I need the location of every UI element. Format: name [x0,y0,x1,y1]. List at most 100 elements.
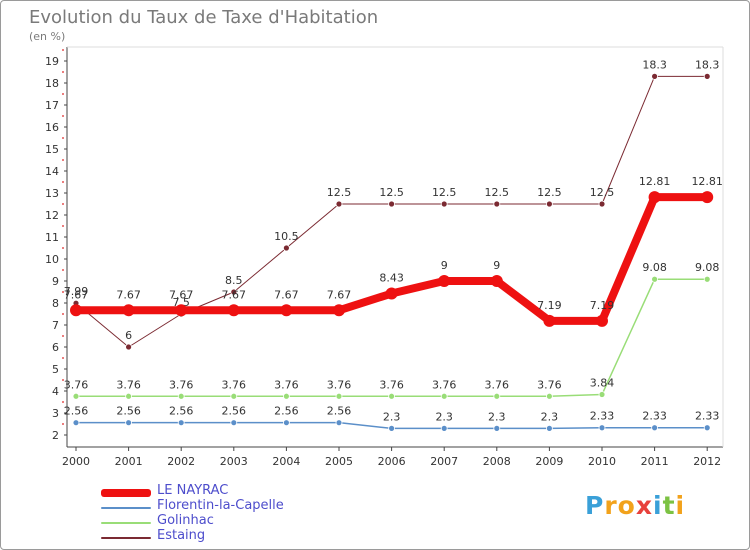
data-label-florentin-la-capelle: 2.33 [695,410,720,423]
data-point-florentin-la-capelle [282,419,290,427]
x-tick-label: 2007 [430,455,458,468]
data-point-florentin-la-capelle [72,419,80,427]
y-tick-label: 16 [45,121,59,134]
data-point-estaing [230,288,238,296]
data-label-le-nayrac: 7.67 [222,288,247,301]
y-minor-tick [62,423,64,425]
y-minor-tick [62,49,64,51]
data-label-golinhac: 3.76 [379,378,404,391]
data-label-golinhac: 9.08 [642,261,667,274]
data-point-golinhac [546,392,553,400]
data-point-florentin-la-capelle [651,424,658,432]
y-minor-tick [62,93,64,95]
chart-subtitle: (en %) [29,30,66,43]
legend-swatch-le-nayrac [101,489,151,497]
y-tick-label: 13 [45,187,59,200]
data-point-estaing [651,73,658,80]
x-tick-label: 2001 [115,455,143,468]
data-label-le-nayrac: 7.19 [590,299,615,312]
legend-swatch-estaing [101,537,151,539]
x-tick-label: 2012 [693,455,721,468]
data-point-estaing [598,200,606,208]
data-label-florentin-la-capelle: 2.56 [64,405,89,418]
y-minor-tick [62,137,64,139]
data-label-le-nayrac: 7.67 [64,288,89,301]
data-label-estaing: 10.5 [274,230,299,243]
data-label-estaing: 6 [125,329,132,342]
logo-letter: o [617,491,636,520]
data-point-estaing [388,200,396,208]
y-tick-label: 9 [52,275,59,288]
data-point-estaing [440,200,448,208]
x-tick-label: 2004 [272,455,300,468]
logo-letter: i [675,491,686,520]
data-label-estaing: 12.5 [432,186,457,199]
data-label-golinhac: 3.76 [537,378,562,391]
data-label-golinhac: 3.84 [590,377,615,390]
legend-swatch-florentin-la-capelle [101,507,151,509]
y-tick-label: 10 [45,253,59,266]
data-label-estaing: 18.3 [695,58,720,71]
data-point-estaing [335,200,343,208]
legend-label-le-nayrac: LE NAYRAC [157,483,229,498]
y-minor-tick [62,269,64,271]
data-label-le-nayrac: 9 [493,259,500,272]
data-point-estaing [546,200,553,208]
data-point-golinhac [598,391,606,398]
data-label-estaing: 12.5 [590,186,615,199]
y-tick-label: 17 [45,99,59,112]
y-tick-label: 3 [52,407,59,420]
data-label-golinhac: 3.76 [116,378,141,391]
data-label-estaing: 8.5 [225,274,243,287]
data-point-le-nayrac [543,314,556,327]
data-label-florentin-la-capelle: 2.33 [590,410,615,423]
data-label-florentin-la-capelle: 2.3 [541,410,559,423]
data-point-golinhac [72,392,80,400]
y-tick-label: 11 [45,231,59,244]
data-point-le-nayrac [438,275,451,287]
x-tick-label: 2005 [325,455,353,468]
data-point-le-nayrac [280,304,293,317]
data-label-florentin-la-capelle: 2.3 [383,410,401,423]
data-label-golinhac: 3.76 [169,378,194,391]
y-minor-tick [62,159,64,161]
y-tick-label: 14 [45,165,59,178]
x-tick-label: 2006 [378,455,406,468]
data-label-golinhac: 3.76 [222,378,247,391]
x-tick-label: 2008 [483,455,511,468]
data-point-le-nayrac [122,304,135,317]
legend-swatch-golinhac [101,522,151,524]
y-tick-label: 7 [52,319,59,332]
data-point-estaing [125,343,132,351]
logo-letter: i [653,491,663,520]
data-point-le-nayrac [648,191,661,204]
data-point-florentin-la-capelle [230,419,238,427]
data-label-florentin-la-capelle: 2.3 [435,410,453,423]
y-minor-tick [62,401,64,403]
data-point-le-nayrac [227,304,240,317]
data-label-florentin-la-capelle: 2.56 [327,405,352,418]
data-label-le-nayrac: 9 [441,259,448,272]
data-point-florentin-la-capelle [546,424,553,432]
data-point-golinhac [651,275,658,283]
y-tick-label: 12 [45,209,59,222]
data-point-estaing [493,200,501,208]
data-point-florentin-la-capelle [388,424,396,432]
y-minor-tick [62,357,64,359]
data-label-estaing: 7.99 [64,285,89,298]
data-point-florentin-la-capelle [335,419,343,427]
legend-label-golinhac: Golinhac [157,513,214,528]
data-point-golinhac [125,392,132,400]
y-minor-tick [62,203,64,205]
data-label-le-nayrac: 7.19 [537,299,562,312]
data-label-le-nayrac: 7.67 [169,288,194,301]
y-tick-label: 5 [52,363,59,376]
logo-letter: P [585,491,605,520]
y-minor-tick [62,225,64,227]
data-point-golinhac [440,392,448,400]
data-point-le-nayrac [175,304,188,317]
logo-letter: x [635,491,653,520]
data-label-estaing: 18.3 [642,58,667,71]
y-minor-tick [62,379,64,381]
